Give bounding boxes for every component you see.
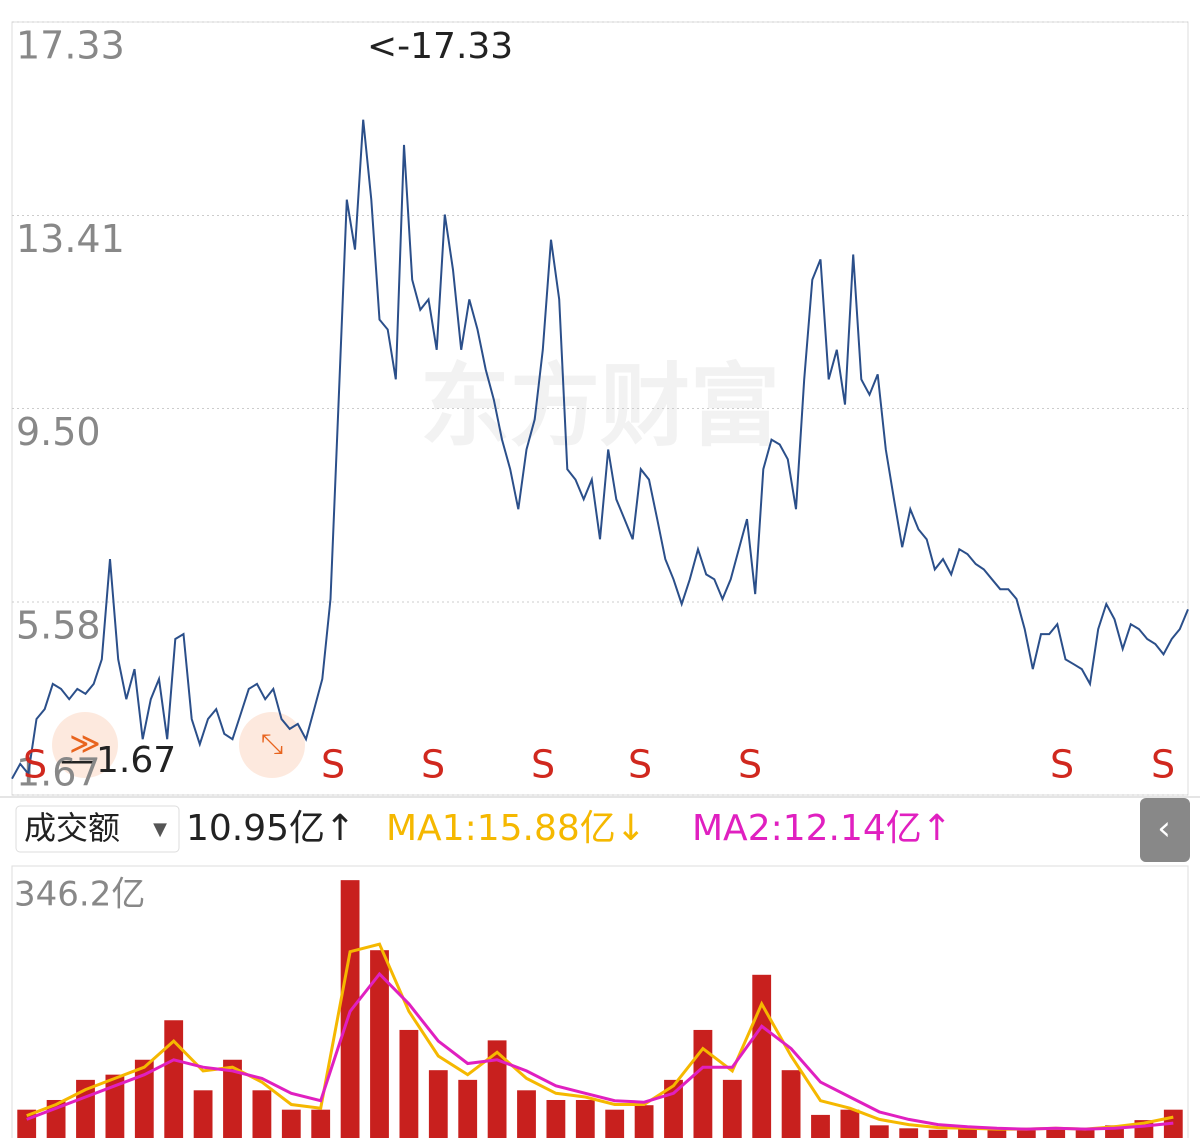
volume-bar (458, 1079, 478, 1138)
volume-bar (428, 1070, 448, 1138)
volume-bar (193, 1090, 213, 1138)
y-tick-label: 13.41 (16, 217, 125, 261)
volume-bar (517, 1090, 536, 1138)
legend-ma1: MA1:15.88亿↓ (386, 808, 646, 849)
volume-bar (1075, 1129, 1095, 1138)
sell-signal: S (1050, 743, 1074, 787)
fullscreen-icon[interactable]: ⤡ (261, 727, 283, 760)
volume-bar (781, 1070, 801, 1138)
collapse-button[interactable] (1140, 798, 1190, 862)
volume-bar (223, 1059, 242, 1138)
volume-bar (164, 1020, 184, 1138)
icon-bg[interactable] (52, 712, 118, 778)
volume-bar (987, 1129, 1007, 1138)
volume-bar (958, 1128, 977, 1138)
volume-bar (134, 1059, 154, 1138)
indicator-select[interactable] (15, 805, 180, 853)
volume-bar (281, 1109, 301, 1138)
volume-bar (693, 1029, 713, 1138)
volume-bar (840, 1109, 860, 1138)
volume-bar (634, 1105, 654, 1138)
sell-signal: S (421, 743, 445, 787)
volume-bar (1046, 1128, 1066, 1138)
ma-line (26, 971, 1174, 1131)
legend-ma2: MA2:12.14亿↑ (692, 808, 952, 849)
volume-bar (370, 950, 389, 1138)
volume-bar (811, 1114, 830, 1138)
dropdown-arrow[interactable]: ▼ (153, 819, 167, 840)
volume-bar (575, 1099, 595, 1138)
sell-signal: S (531, 743, 555, 787)
volume-bar (869, 1125, 889, 1138)
y-tick-label: 9.50 (16, 410, 101, 454)
volume-frame (11, 865, 1189, 1138)
watermark: 东方财富 (420, 354, 780, 459)
volume-bar (105, 1074, 125, 1138)
volume-bar (487, 1040, 507, 1138)
sell-signal: S (738, 743, 762, 787)
price-line (11, 119, 1189, 780)
collapse-icon[interactable]: ‹ (1157, 809, 1171, 849)
volume-bar (752, 974, 772, 1138)
sell-signal: S (23, 743, 47, 787)
sell-signal: S (1151, 743, 1175, 787)
volume-bar (252, 1090, 272, 1138)
y-tick-label: 17.33 (16, 24, 125, 68)
indicator-name[interactable]: 成交额 (24, 809, 120, 847)
sell-signal: S (321, 743, 345, 787)
volume-bar (928, 1129, 948, 1138)
volume-bar (311, 1109, 331, 1138)
volume-bar (722, 1079, 742, 1138)
y-tick-label: 346.2亿 (14, 875, 145, 915)
volume-bar (605, 1109, 625, 1138)
legend-value: 10.95亿↑ (186, 808, 355, 849)
volume-bar (899, 1128, 919, 1138)
expand-icon[interactable]: ≫ (69, 727, 100, 762)
volume-bar (546, 1099, 566, 1138)
min-annotation: —1.67 (60, 740, 176, 781)
y-tick-label: 5.58 (16, 603, 101, 647)
max-annotation: <-17.33 (367, 26, 513, 67)
volume-bar (399, 1029, 419, 1138)
volume-bar (1016, 1128, 1036, 1138)
sell-signal: S (628, 743, 652, 787)
